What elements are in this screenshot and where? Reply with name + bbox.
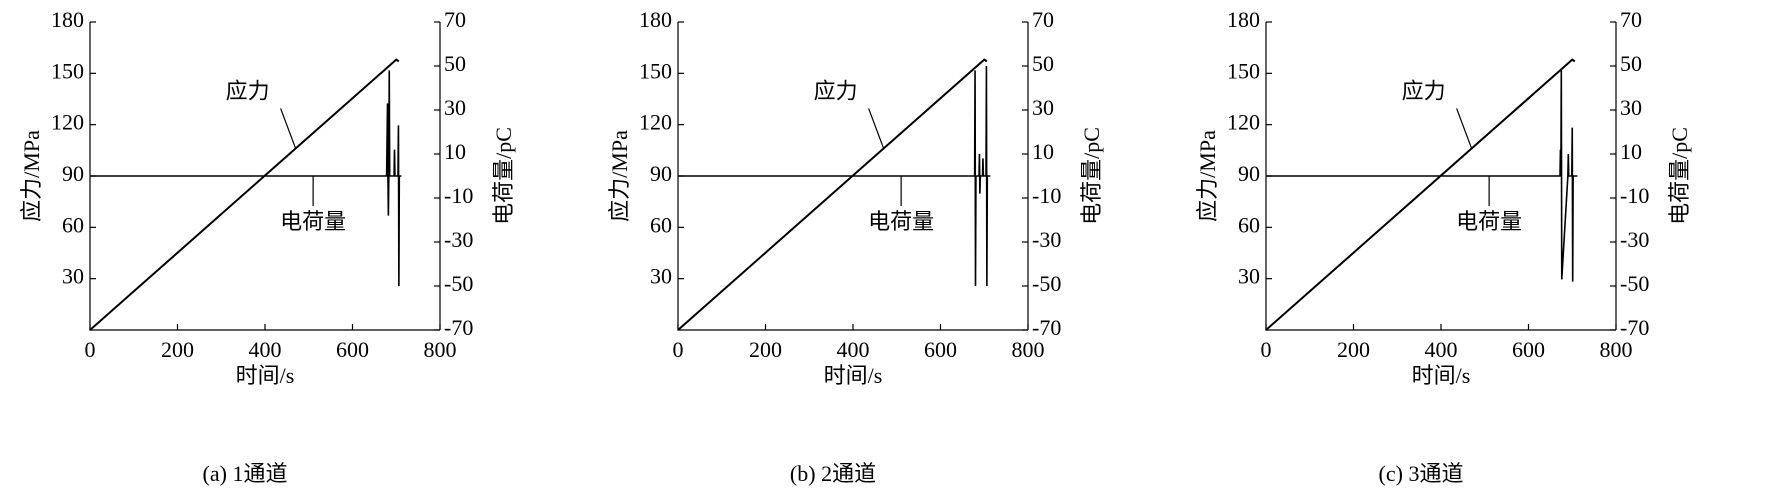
y2-tick-label: 30 — [1032, 95, 1054, 120]
y2-tick-label: 50 — [1032, 51, 1054, 76]
y2-axis-label: 电荷量/pC — [491, 127, 516, 225]
y-tick-label: 150 — [51, 58, 84, 83]
series-line — [677, 58, 988, 331]
x-tick-label: 200 — [161, 337, 194, 362]
y-tick-label: 30 — [62, 264, 84, 289]
y-tick-label: 30 — [650, 264, 672, 289]
x-tick-label: 400 — [837, 337, 870, 362]
y-tick-label: 60 — [62, 212, 84, 237]
annotation: 电荷量 — [868, 209, 934, 234]
y2-tick-label: -50 — [1032, 271, 1061, 296]
y2-tick-label: 50 — [1620, 51, 1642, 76]
x-axis-label: 时间/s — [236, 363, 295, 388]
x-tick-label: 800 — [1012, 337, 1045, 362]
y-tick-label: 180 — [639, 7, 672, 32]
y-axis-label: 应力/MPa — [19, 130, 44, 222]
y-tick-label: 120 — [639, 110, 672, 135]
annotation: 应力 — [226, 79, 270, 104]
y-tick-label: 120 — [51, 110, 84, 135]
annotation: 电荷量 — [1456, 209, 1522, 234]
series-line — [90, 70, 402, 287]
caption: (c) 3通道 — [1379, 461, 1464, 486]
y2-tick-label: 70 — [1620, 7, 1642, 32]
y2-tick-label: -50 — [1620, 271, 1649, 296]
caption: (b) 2通道 — [790, 461, 876, 486]
annotation: 应力 — [1402, 79, 1446, 104]
y2-tick-label: -10 — [1620, 183, 1649, 208]
x-tick-label: 200 — [749, 337, 782, 362]
y-tick-label: 120 — [1227, 110, 1260, 135]
y2-tick-label: -10 — [1032, 183, 1061, 208]
y-tick-label: 150 — [1227, 58, 1260, 83]
y2-tick-label: 70 — [1032, 7, 1054, 32]
x-tick-label: 0 — [1261, 337, 1272, 362]
y2-tick-label: -70 — [444, 315, 473, 340]
y-tick-label: 60 — [650, 212, 672, 237]
y2-tick-label: -50 — [444, 271, 473, 296]
y2-axis-label: 电荷量/pC — [1079, 127, 1104, 225]
y-tick-label: 180 — [1227, 7, 1260, 32]
y-tick-label: 90 — [1238, 161, 1260, 186]
y-tick-label: 90 — [650, 161, 672, 186]
annotation: 电荷量 — [280, 209, 346, 234]
series-line — [678, 65, 991, 287]
y2-tick-label: -30 — [444, 227, 473, 252]
series-line — [1266, 70, 1578, 282]
y2-tick-label: -30 — [1620, 227, 1649, 252]
y2-tick-label: -70 — [1620, 315, 1649, 340]
x-tick-label: 800 — [424, 337, 457, 362]
series-line — [89, 58, 400, 331]
x-tick-label: 800 — [1600, 337, 1633, 362]
y2-tick-label: -10 — [444, 183, 473, 208]
y-tick-label: 60 — [1238, 212, 1260, 237]
x-tick-label: 400 — [1425, 337, 1458, 362]
y2-tick-label: 50 — [444, 51, 466, 76]
panel: 0 200 400 600 800 30 60 90 120 150 180 -70 -50 -30 -10… — [1195, 7, 1692, 486]
y2-tick-label: 10 — [444, 139, 466, 164]
x-tick-label: 600 — [924, 337, 957, 362]
panel: 0 200 400 600 800 30 60 90 120 150 180 -70 -50 -30 -10… — [19, 7, 516, 486]
y-tick-label: 150 — [639, 58, 672, 83]
y-axis-label: 应力/MPa — [1195, 130, 1220, 222]
x-tick-label: 0 — [85, 337, 96, 362]
x-tick-label: 600 — [336, 337, 369, 362]
y2-tick-label: 70 — [444, 7, 466, 32]
y2-tick-label: 10 — [1032, 139, 1054, 164]
leader-line — [280, 108, 297, 149]
series-line — [1265, 58, 1576, 331]
y2-tick-label: -70 — [1032, 315, 1061, 340]
annotation: 应力 — [814, 79, 858, 104]
leader-line — [868, 108, 885, 149]
y2-axis-label: 电荷量/pC — [1667, 127, 1692, 225]
y2-tick-label: -30 — [1032, 227, 1061, 252]
x-tick-label: 200 — [1337, 337, 1370, 362]
y2-tick-label: 30 — [1620, 95, 1642, 120]
x-tick-label: 0 — [673, 337, 684, 362]
y-tick-label: 90 — [62, 161, 84, 186]
y2-tick-label: 10 — [1620, 139, 1642, 164]
x-axis-label: 时间/s — [824, 363, 883, 388]
y-tick-label: 30 — [1238, 264, 1260, 289]
caption: (a) 1通道 — [203, 461, 288, 486]
y2-tick-label: 30 — [444, 95, 466, 120]
x-tick-label: 400 — [249, 337, 282, 362]
panel: 0 200 400 600 800 30 60 90 120 150 180 -70 -50 -30 -10… — [607, 7, 1104, 486]
x-tick-label: 600 — [1512, 337, 1545, 362]
leader-line — [1456, 108, 1473, 149]
x-axis-label: 时间/s — [1412, 363, 1471, 388]
y-axis-label: 应力/MPa — [607, 130, 632, 222]
y-tick-label: 180 — [51, 7, 84, 32]
